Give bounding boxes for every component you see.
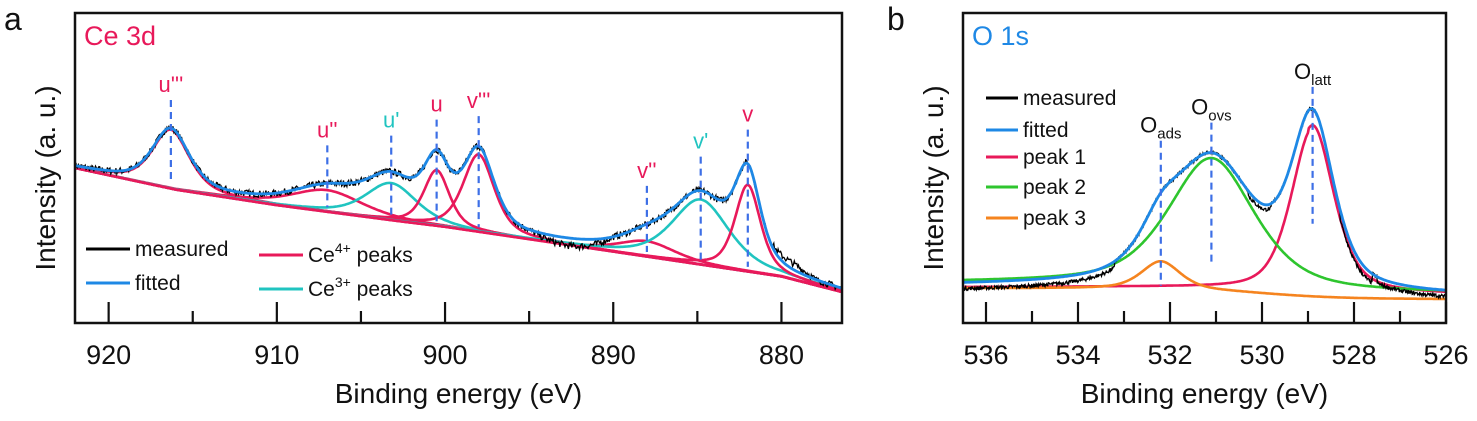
x-tick-label: 880 bbox=[759, 340, 804, 370]
legend-label-4: peak 3 bbox=[1023, 207, 1086, 230]
x-tick-label: 910 bbox=[254, 340, 299, 370]
x-tick-label: 920 bbox=[86, 340, 131, 370]
panel-letter-b: b bbox=[887, 1, 905, 37]
legend-label-0: measured bbox=[1023, 87, 1116, 110]
x-tick-label: 536 bbox=[963, 340, 1008, 370]
x-tick-label: 534 bbox=[1055, 340, 1100, 370]
plot-frame bbox=[73, 11, 844, 325]
x-axis-title: Binding energy (eV) bbox=[335, 378, 582, 409]
measured-line bbox=[74, 124, 843, 292]
peak-label-2: Oads bbox=[1140, 113, 1181, 143]
x-tick-label: 526 bbox=[1423, 340, 1468, 370]
legend-label-2: peak 1 bbox=[1023, 146, 1086, 169]
peak-label-4: v''' bbox=[467, 88, 491, 113]
y-axis-title: Intensity (a. u.) bbox=[918, 85, 949, 270]
legend-label-1: fitted bbox=[135, 272, 181, 295]
plot-frame bbox=[961, 11, 1448, 325]
legend-label-3: Ce3+ peaks bbox=[308, 274, 413, 301]
x-tick-label: 528 bbox=[1331, 340, 1376, 370]
panel-title-o1s: O 1s bbox=[972, 21, 1029, 51]
x-tick-label: 900 bbox=[423, 340, 468, 370]
peak-label-0: Olatt bbox=[1294, 59, 1332, 89]
x-axis-title: Binding energy (eV) bbox=[1081, 378, 1328, 409]
peak-label-1: Oovs bbox=[1191, 95, 1231, 125]
peak-label-7: v bbox=[742, 102, 753, 127]
peak-label-0: u''' bbox=[158, 72, 183, 97]
legend-label-2: Ce4+ peaks bbox=[308, 240, 413, 267]
x-tick-label: 532 bbox=[1147, 340, 1192, 370]
fitted-line bbox=[963, 107, 1447, 292]
component-peak-line-1 bbox=[963, 156, 1446, 292]
peak-label-1: u'' bbox=[317, 117, 338, 142]
panel-title-ce3d: Ce 3d bbox=[84, 21, 156, 51]
x-tick-label: 890 bbox=[591, 340, 636, 370]
component-peak-line-7 bbox=[74, 166, 843, 293]
component-peak-line-4 bbox=[74, 152, 843, 294]
legend-label-3: peak 2 bbox=[1023, 176, 1086, 199]
fitted-line bbox=[74, 126, 843, 290]
peak-label-3: u bbox=[431, 92, 443, 117]
x-tick-label: 530 bbox=[1239, 340, 1284, 370]
y-axis-title: Intensity (a. u.) bbox=[30, 85, 61, 270]
o1s-panel: Olatt Oovs Oads 536 534 532 530 528 526 Binding e… bbox=[918, 11, 1469, 409]
legend-label-1: fitted bbox=[1023, 119, 1069, 142]
panel-letter-a: a bbox=[4, 1, 22, 37]
component-peak-line-2 bbox=[963, 260, 1446, 301]
legend-label-0: measured bbox=[135, 238, 228, 261]
peak-label-2: u' bbox=[383, 108, 399, 133]
peak-label-6: v' bbox=[693, 129, 708, 154]
peak-label-5: v'' bbox=[637, 158, 656, 183]
ce3d-panel: u''' u'' u' u v''' v'' v' v 920 910 900 890 880 Bindi… bbox=[30, 11, 844, 409]
